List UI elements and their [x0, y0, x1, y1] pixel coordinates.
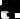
Normalized Leakage — [11, 10, 12, 11]
Normalized Leakage — [18, 11, 19, 12]
Line: Normalized Delay: Normalized Delay — [3, 5, 19, 7]
Text: FIG. 1: FIG. 1 — [0, 3, 20, 19]
Legend: Normalized Delay, Normalized Leakage: Normalized Delay, Normalized Leakage — [0, 11, 9, 19]
Line: Normalized Leakage: Normalized Leakage — [3, 7, 19, 12]
